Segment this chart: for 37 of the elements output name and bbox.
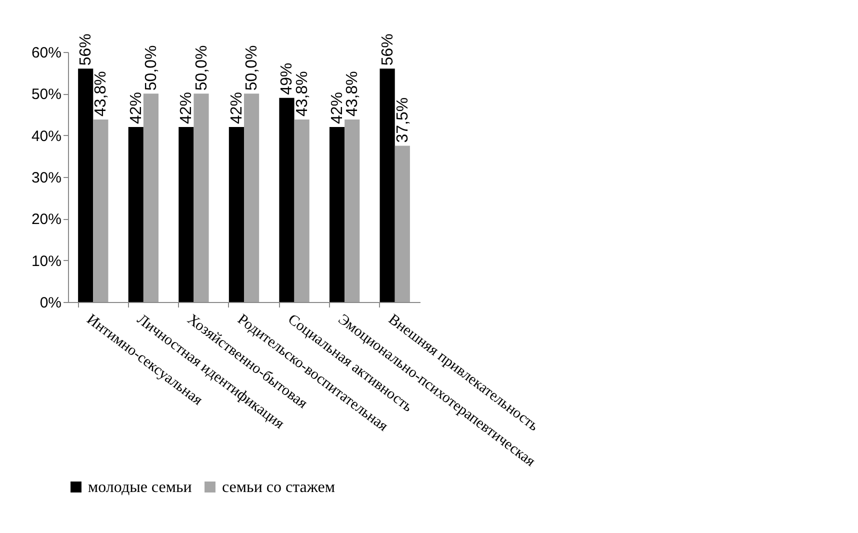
y-tick-label: 0% <box>40 294 62 312</box>
data-label: 43,8% <box>344 71 362 116</box>
data-label: 37,5% <box>394 97 412 143</box>
bar <box>244 94 260 302</box>
data-label: 56% <box>379 34 396 66</box>
legend-label: семьи со стажем <box>222 479 335 496</box>
y-tick-label: 50% <box>31 86 62 104</box>
bar <box>380 68 395 302</box>
bar <box>394 146 410 302</box>
bar <box>228 127 244 302</box>
bar <box>194 94 209 302</box>
bar <box>78 68 94 302</box>
y-tick-label: 30% <box>31 170 62 186</box>
y-tick-label: 60% <box>31 44 62 62</box>
legend-label: молодые семьи <box>88 479 192 496</box>
bar <box>294 120 310 302</box>
data-label: 42% <box>128 92 145 124</box>
bar <box>329 127 345 302</box>
y-tick-label: 20% <box>31 211 62 228</box>
y-tick-label: 40% <box>31 128 62 145</box>
data-label: 42% <box>329 92 346 124</box>
data-label: 50,0% <box>244 45 261 91</box>
bar <box>279 98 294 302</box>
bar <box>143 94 159 302</box>
data-label: 43,8% <box>92 71 110 116</box>
bar <box>93 120 108 302</box>
data-label: 49% <box>278 62 296 95</box>
bar <box>128 127 144 302</box>
bar <box>178 127 194 302</box>
data-label: 42% <box>228 92 246 124</box>
data-label: 56% <box>78 34 95 66</box>
y-tick-label: 10% <box>31 252 62 270</box>
data-label: 50,0% <box>142 45 160 91</box>
data-label: 42% <box>178 92 196 124</box>
bar <box>344 120 360 302</box>
data-label: 43,8% <box>294 71 311 116</box>
data-label: 50,0% <box>193 45 210 91</box>
